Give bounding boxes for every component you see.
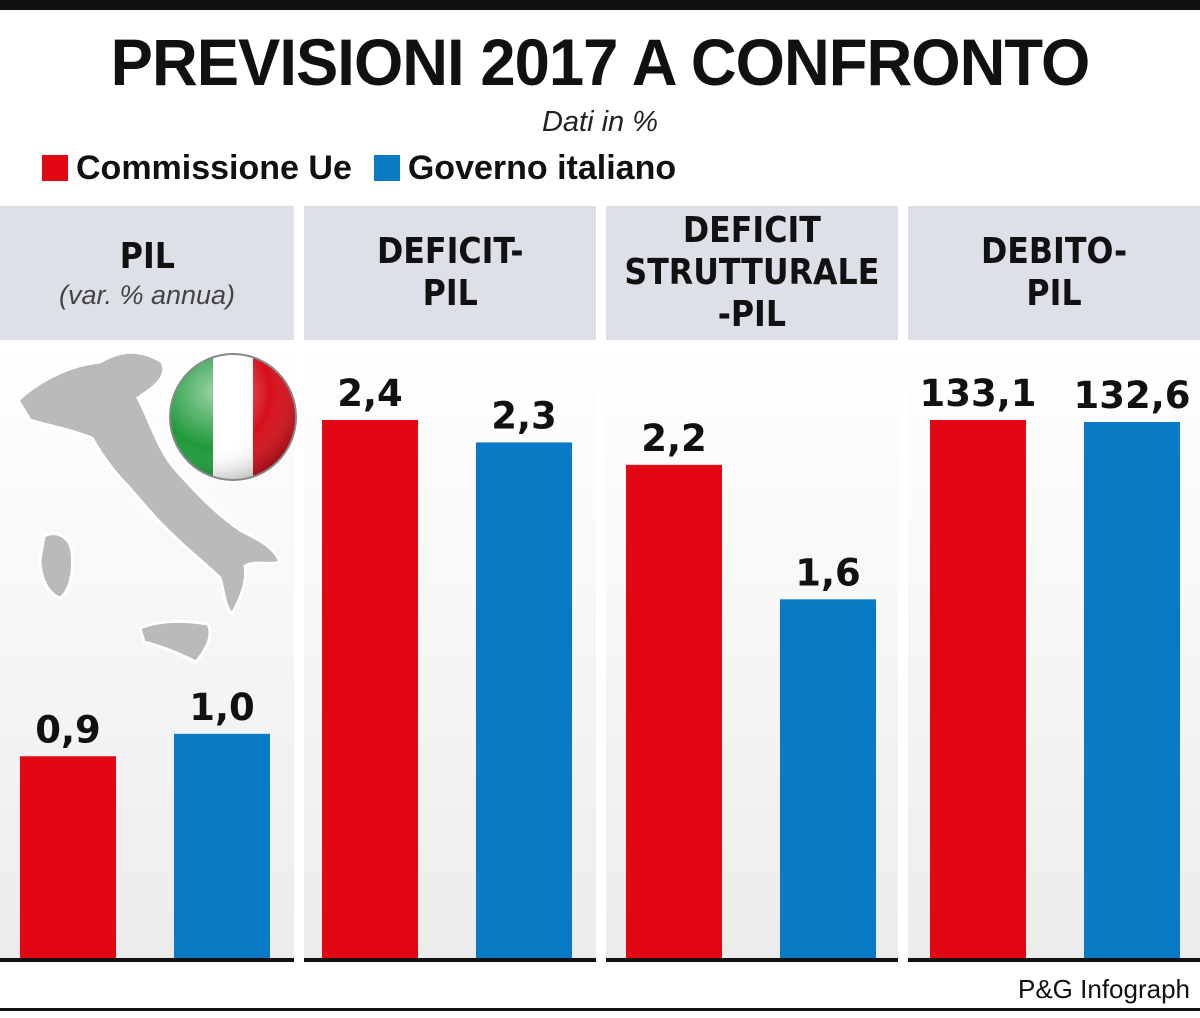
legend: Commissione Ue Governo italiano bbox=[42, 148, 698, 188]
legend-swatch-red bbox=[42, 155, 68, 181]
credit-text: P&G Infograph bbox=[1018, 974, 1190, 1004]
value-label: 2,4 bbox=[337, 372, 403, 415]
panel-header: PIL (var. % annua) bbox=[0, 206, 294, 340]
panel-subtitle: (var. % annua) bbox=[58, 279, 236, 310]
chart-title: PREVISIONI 2017 A CONFRONTO bbox=[110, 25, 1091, 99]
bar-governo-0 bbox=[174, 733, 270, 958]
panel-header: DEFICIT- PIL bbox=[304, 206, 596, 340]
legend-item-governo: Governo italiano bbox=[373, 148, 677, 188]
chart-subtitle: Dati in % bbox=[541, 106, 659, 138]
italian-flag-icon bbox=[169, 353, 297, 481]
bar-governo-2 bbox=[780, 599, 876, 958]
bar-governo-3 bbox=[1084, 422, 1180, 959]
italy-map-icon bbox=[16, 350, 282, 664]
panel-baseline bbox=[304, 958, 596, 962]
value-label: 1,0 bbox=[189, 686, 255, 729]
panel-baseline bbox=[0, 958, 294, 962]
legend-label: Governo italiano bbox=[407, 148, 677, 187]
bar-commissione-0 bbox=[20, 756, 116, 958]
bottom-rule bbox=[0, 1008, 1200, 1011]
panel-title: PIL bbox=[119, 235, 175, 277]
panel-title: DEBITO- PIL bbox=[980, 231, 1128, 314]
value-label: 132,6 bbox=[1073, 374, 1190, 417]
bar-commissione-2 bbox=[626, 464, 722, 958]
value-label: 2,2 bbox=[641, 417, 707, 460]
top-rule bbox=[0, 0, 1200, 10]
panel-header: DEFICIT STRUTTURALE -PIL bbox=[606, 206, 898, 340]
legend-label: Commissione Ue bbox=[76, 148, 352, 187]
panel-title: DEFICIT STRUTTURALE -PIL bbox=[624, 210, 880, 335]
panel-baseline bbox=[606, 958, 898, 962]
legend-item-commissione: Commissione Ue bbox=[42, 149, 352, 188]
value-label: 1,6 bbox=[795, 551, 861, 594]
bar-commissione-3 bbox=[930, 420, 1026, 958]
value-label: 133,1 bbox=[919, 372, 1036, 415]
panel-baseline bbox=[908, 958, 1200, 962]
panel-header: DEBITO- PIL bbox=[908, 206, 1200, 340]
bar-governo-1 bbox=[476, 442, 572, 959]
value-label: 2,3 bbox=[491, 394, 557, 437]
bar-commissione-1 bbox=[322, 420, 418, 958]
value-label: 0,9 bbox=[35, 708, 101, 751]
panel-title: DEFICIT- PIL bbox=[376, 231, 524, 314]
legend-swatch-blue bbox=[373, 155, 400, 181]
